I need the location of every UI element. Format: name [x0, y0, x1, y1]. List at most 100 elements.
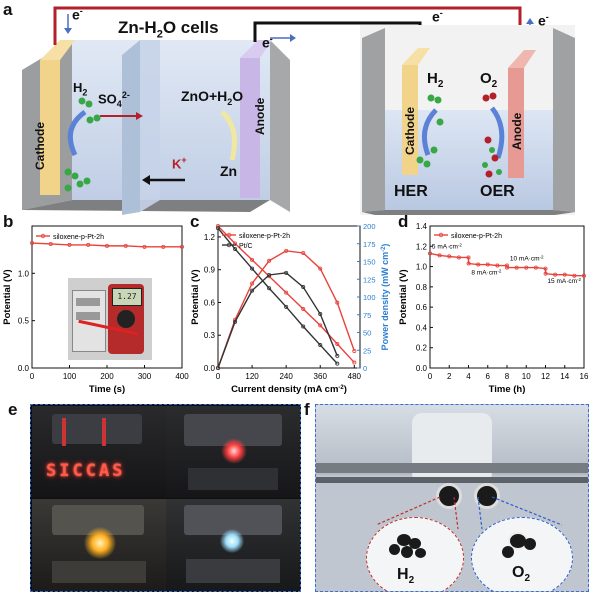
line-series-d-point: [572, 273, 577, 278]
y-tick-label: 0.9: [204, 266, 216, 275]
x-tick-label: 10: [522, 372, 531, 381]
line-series-b: [31, 242, 182, 248]
line-series-d-point: [553, 272, 558, 277]
right-anode-label: Anode: [510, 112, 524, 150]
line-series-d-point: [428, 251, 433, 256]
line-series-d-point: [543, 266, 548, 271]
annotation-label: 15 mA·cm-2: [547, 276, 581, 285]
panel-label-a: a: [3, 0, 13, 19]
x-tick-label: 8: [505, 372, 510, 381]
electron-label-right-2: e-: [538, 12, 549, 29]
line-series-d-point: [466, 255, 471, 260]
x-tick-label: 0: [216, 372, 221, 381]
k-ion-label: K+: [172, 155, 187, 172]
annotation-label: 10 mA·cm-2: [510, 254, 544, 263]
y2-tick-label: 50: [363, 329, 371, 338]
panel-a-schematic: [22, 6, 575, 215]
line-series-d-point: [456, 255, 461, 260]
x-tick-label: 14: [560, 372, 569, 381]
f-h2-label: H2: [397, 566, 415, 587]
power-series-c-point: [352, 348, 357, 353]
x-tick-label: 240: [279, 372, 293, 381]
polarization-series-c-point: [250, 266, 255, 271]
siccas-led-sign: SICCAS: [46, 461, 126, 481]
x-axis-label: Time (s): [89, 384, 125, 395]
y-tick-label: 0.0: [18, 364, 30, 373]
y-tick-label: 0.3: [204, 331, 216, 340]
line-series-d-point: [466, 261, 471, 266]
y-axis-label: Potential (V): [190, 269, 201, 324]
power-series-c-point: [250, 288, 255, 293]
y2-tick-label: 200: [363, 222, 376, 231]
x-tick-label: 4: [466, 372, 471, 381]
y-tick-label: 1.0: [18, 269, 30, 278]
annotation-label: 5 mA·cm-2: [432, 242, 462, 251]
panel-f-photo: H2 O2: [315, 404, 589, 592]
line-series-d-point: [543, 271, 548, 276]
x-tick-label: 480: [348, 372, 362, 381]
line-series-b-point: [105, 243, 110, 248]
polarization-series-c-point: [267, 286, 272, 291]
right-cell: [360, 25, 575, 215]
x-axis-label: Time (h): [489, 384, 526, 395]
x-tick-label: 200: [100, 372, 114, 381]
polarization-series-c-point: [335, 341, 340, 346]
zn-label: Zn: [220, 163, 238, 179]
panel-label-b: b: [3, 212, 14, 231]
y-axis-label: Potential (V): [398, 269, 409, 324]
x-tick-label: 360: [314, 372, 328, 381]
so4-label: SO42-: [98, 90, 130, 109]
power-series-c-point: [284, 248, 289, 253]
line-series-d-point: [485, 262, 490, 267]
x-tick-label: 120: [245, 372, 259, 381]
legend-marker: [226, 242, 232, 248]
oer-label: OER: [480, 183, 515, 200]
y2-tick-label: 75: [363, 311, 371, 320]
photo-e1: SICCAS: [32, 406, 166, 498]
power-series-c: [217, 250, 355, 369]
y-tick-label: 0.2: [416, 344, 428, 353]
polarization-series-c-point: [352, 360, 357, 365]
polarization-series-c-point: [318, 323, 323, 328]
line-series-d-point: [562, 272, 567, 277]
y-tick-label: 0.0: [204, 364, 216, 373]
power-series-c-point: [233, 319, 238, 324]
h2-label-left: H2: [73, 80, 88, 98]
power-series-c-point: [318, 312, 323, 317]
line-series-b-point: [179, 244, 184, 249]
line-series-d-point: [533, 265, 538, 270]
her-label: HER: [394, 183, 428, 200]
electron-label-right-1: e-: [432, 8, 443, 25]
x-tick-label: 12: [541, 372, 550, 381]
line-series-b-point: [29, 241, 34, 246]
line-series-d-point: [505, 263, 510, 268]
polarization-series-c-point: [233, 246, 238, 251]
y-tick-label: 0.6: [416, 303, 428, 312]
power-series-c-point: [301, 250, 306, 255]
y-tick-label: 0.8: [416, 283, 428, 292]
polarization-series-c-point: [250, 257, 255, 262]
line-series-b-point: [86, 242, 91, 247]
electron-label-middle: e-: [262, 34, 273, 51]
line-series-d-point: [476, 262, 481, 267]
polarization-series-c-point: [335, 361, 340, 366]
power-series-c-point: [267, 272, 272, 277]
y2-tick-label: 150: [363, 258, 376, 267]
y-tick-label: 1.4: [416, 222, 428, 231]
right-cathode-label: Cathode: [403, 107, 417, 155]
left-cathode-label: Cathode: [33, 122, 47, 170]
line-series-b-point: [142, 244, 147, 249]
legend-label: siloxene-p-Pt-2h: [239, 233, 290, 240]
polarization-series-c-point: [301, 307, 306, 312]
f-o2-label: O2: [512, 564, 531, 585]
line-series-b-point: [67, 242, 72, 247]
multimeter-photo: 1.27: [68, 278, 152, 360]
x-tick-label: 0: [428, 372, 433, 381]
chart-b: 0 100 200 300 400 0.0 0.5 1.0 Time (s) Potential …: [2, 225, 189, 395]
line-series-d-point: [437, 253, 442, 258]
line-series-d-point: [505, 265, 510, 270]
line-series-d: [429, 252, 584, 277]
chart-c: 0 120 240 360 480 0.0 0.3 0.6 0.9 1.2 Current dens…: [190, 222, 390, 395]
polarization-series-c-point: [215, 226, 220, 231]
panel-label-f: f: [304, 400, 310, 419]
